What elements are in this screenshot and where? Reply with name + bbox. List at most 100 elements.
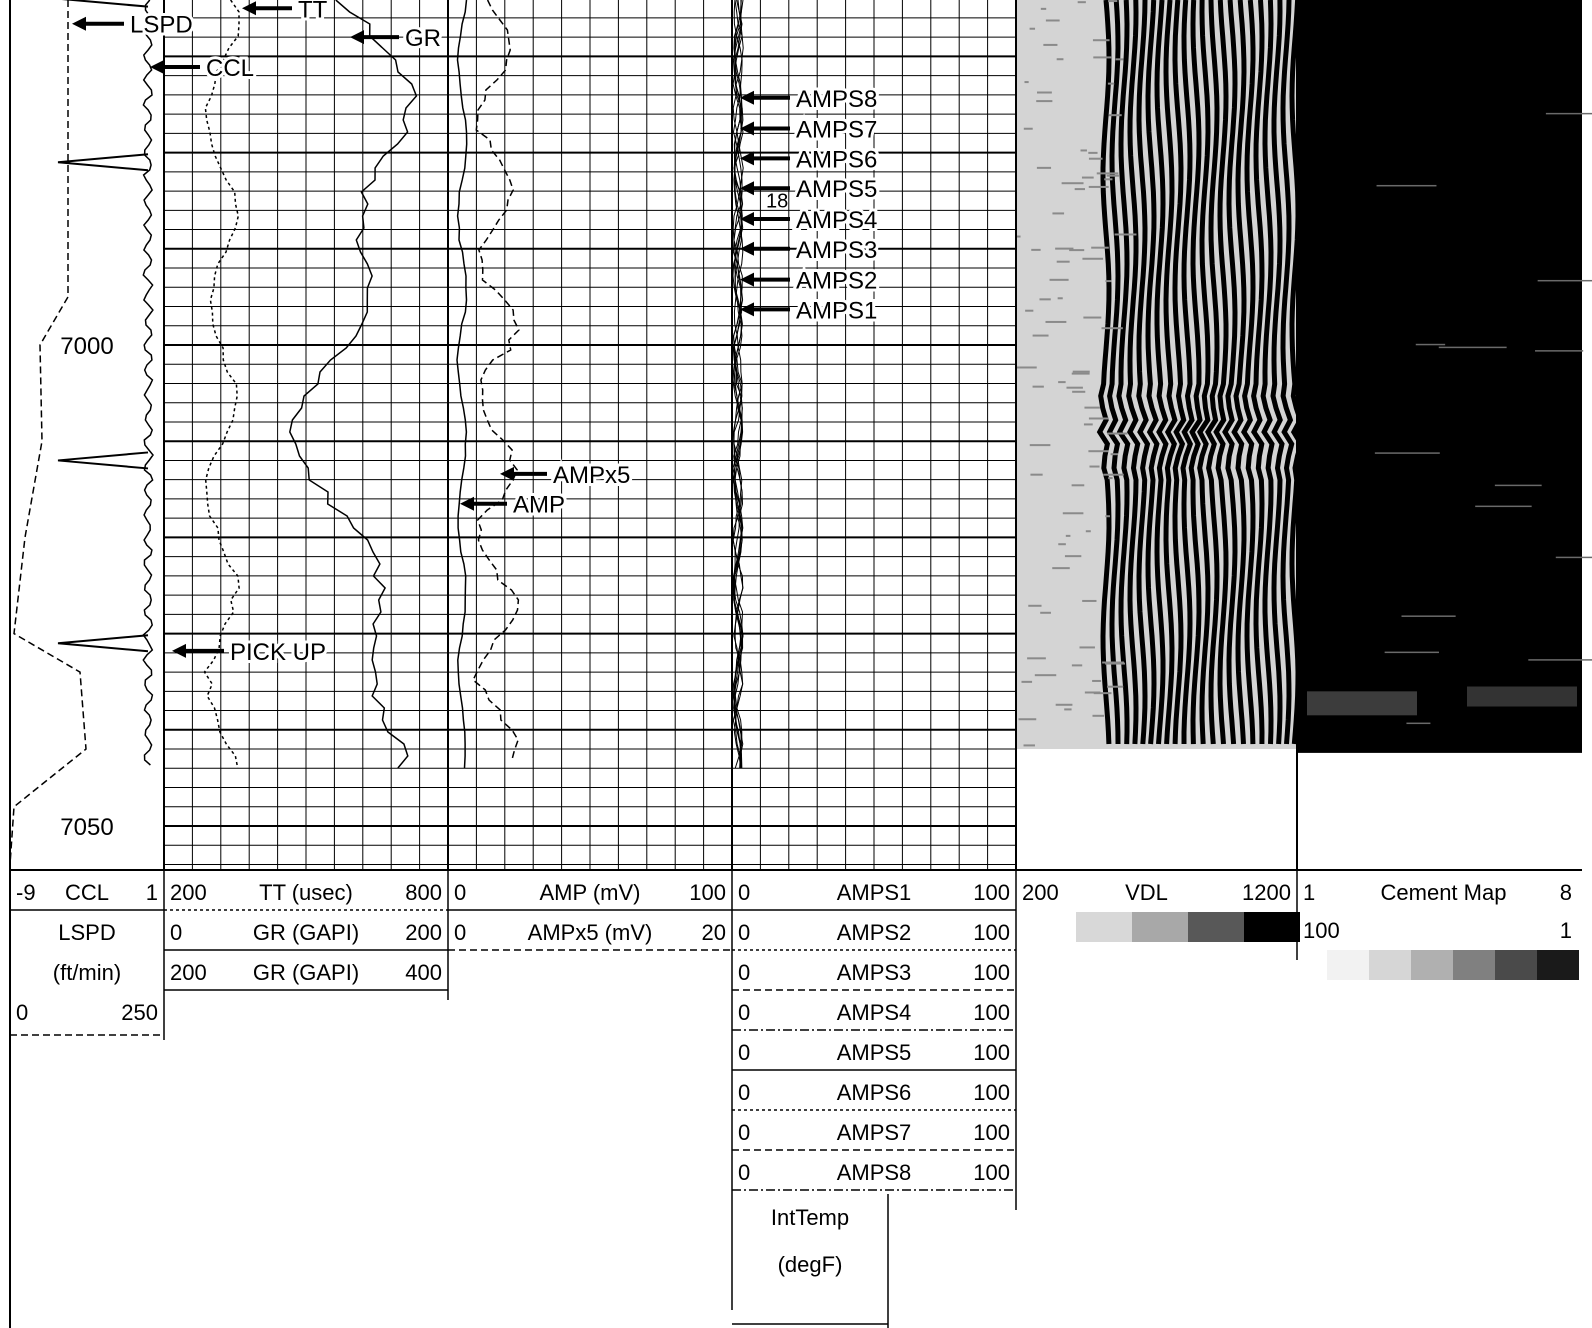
vdl-speckle bbox=[1081, 176, 1094, 179]
vdl-speckle bbox=[1056, 260, 1070, 263]
vdl-speckle bbox=[1023, 744, 1035, 747]
log-grid bbox=[164, 0, 1016, 870]
vdl-stripe bbox=[1222, 0, 1238, 745]
vdl-speckle bbox=[1093, 692, 1112, 695]
cement-scale-swatch bbox=[1327, 950, 1369, 980]
vdl-speckle bbox=[1040, 611, 1051, 614]
cement-scale-min: 100 bbox=[1303, 918, 1340, 943]
cement-map-speckle bbox=[1494, 484, 1542, 487]
cement-map-image bbox=[1297, 0, 1592, 753]
vdl-speckle bbox=[1105, 515, 1110, 518]
header-min-track1-2: 200 bbox=[170, 960, 207, 985]
cement-map-fill bbox=[1297, 0, 1582, 753]
vdl-speckle bbox=[1016, 235, 1021, 238]
vdl-stripe bbox=[1096, 0, 1112, 745]
vdl-speckle bbox=[1085, 530, 1091, 533]
header-max-track1-0: 800 bbox=[405, 880, 442, 905]
tag-arrow-head bbox=[72, 16, 86, 31]
cement-map-speckle bbox=[1475, 505, 1532, 508]
vdl-stripe bbox=[1116, 0, 1131, 745]
vdl-speckle bbox=[1082, 257, 1104, 260]
cement-map-speckle bbox=[1528, 659, 1592, 661]
tag-arrow-head bbox=[740, 90, 754, 105]
curve-tag-label: AMPS6 bbox=[796, 146, 877, 173]
vdl-speckle bbox=[1071, 372, 1090, 375]
cement-map-speckle bbox=[1535, 350, 1584, 352]
header-unit-lspd: (ft/min) bbox=[53, 960, 121, 985]
vdl-speckle bbox=[1025, 309, 1034, 312]
header-min-track3-6: 0 bbox=[738, 1120, 750, 1145]
vdl-speckle bbox=[1088, 185, 1109, 188]
gr-curve bbox=[289, 0, 418, 769]
depth-label: 7050 bbox=[60, 814, 113, 841]
curve-tag-label: AMPx5 bbox=[553, 462, 630, 489]
curve-tag-label: AMP bbox=[513, 492, 565, 519]
vdl-stripe bbox=[1136, 0, 1151, 745]
header-max-track1-1: 200 bbox=[405, 920, 442, 945]
cement-map-speckle bbox=[1537, 279, 1592, 282]
vdl-speckle bbox=[1108, 0, 1118, 3]
cement-map-speckle bbox=[1415, 343, 1446, 346]
vdl-speckle bbox=[1088, 151, 1098, 154]
vdl-speckle bbox=[1083, 423, 1093, 426]
header-max-cement: 8 bbox=[1560, 880, 1572, 905]
vdl-speckle bbox=[1082, 599, 1097, 602]
cement-map-speckle bbox=[1406, 722, 1431, 725]
vdl-speckle bbox=[1080, 149, 1087, 152]
header-min-track3-4: 0 bbox=[738, 1040, 750, 1065]
header-label-track3-1: AMPS2 bbox=[837, 920, 912, 945]
vdl-speckle bbox=[1036, 166, 1052, 169]
header-max-track3-7: 100 bbox=[973, 1160, 1010, 1185]
vdl-speckle bbox=[1043, 43, 1058, 46]
vdl-speckle bbox=[1108, 477, 1113, 480]
vdl-speckle bbox=[1092, 39, 1110, 42]
vdl-speckle bbox=[1077, 1, 1086, 4]
curve-tag-label: AMPS7 bbox=[796, 117, 877, 144]
vdl-speckle bbox=[1064, 555, 1082, 558]
header-max-track3-0: 100 bbox=[973, 880, 1010, 905]
track-borders bbox=[9, 0, 1582, 1328]
vdl-speckle bbox=[1057, 297, 1063, 300]
tag-arrow-head bbox=[350, 30, 364, 45]
vdl-speckle bbox=[1079, 646, 1095, 649]
cement-scale-swatch bbox=[1537, 950, 1579, 980]
header-max-vdl: 1200 bbox=[1242, 880, 1291, 905]
header-label-track1-1: GR (GAPI) bbox=[253, 920, 359, 945]
curve-tag-label: TT bbox=[298, 0, 328, 23]
vdl-speckle bbox=[1018, 718, 1037, 721]
vdl-stripe bbox=[1197, 0, 1211, 745]
vdl-speckle bbox=[1021, 680, 1033, 683]
header-min-track3-7: 0 bbox=[738, 1160, 750, 1185]
cement-scale-swatch bbox=[1495, 950, 1537, 980]
ccl-spike bbox=[57, 634, 149, 653]
vdl-speckle bbox=[1058, 381, 1066, 384]
header-label-track3-7: AMPS8 bbox=[837, 1160, 912, 1185]
tag-arrow-head bbox=[740, 302, 754, 317]
vdl-speckle bbox=[1107, 432, 1128, 435]
vdl-scale-swatch bbox=[1244, 912, 1300, 942]
vdl-speckle bbox=[1101, 327, 1123, 330]
cement-map-speckle bbox=[1376, 184, 1437, 187]
header-min-track3-1: 0 bbox=[738, 920, 750, 945]
header-max-ccl: 1 bbox=[146, 880, 158, 905]
header-unit-inttemp: (degF) bbox=[778, 1252, 843, 1277]
curve-tag-label: AMPS5 bbox=[796, 176, 877, 203]
vdl-stripe bbox=[1251, 0, 1265, 745]
vdl-speckle bbox=[1083, 316, 1102, 319]
vdl-speckle bbox=[1108, 114, 1122, 117]
header-min-track3-3: 0 bbox=[738, 1000, 750, 1025]
vdl-speckle bbox=[1032, 385, 1044, 388]
vdl-speckle bbox=[1096, 172, 1119, 175]
ampx5-curve bbox=[472, 0, 520, 761]
tag-arrow-head bbox=[740, 181, 754, 196]
header-max-track3-4: 100 bbox=[973, 1040, 1010, 1065]
vdl-speckle bbox=[1089, 465, 1100, 468]
vdl-stripe bbox=[1163, 0, 1178, 745]
vdl-speckle bbox=[1023, 127, 1033, 130]
tag-arrow-head bbox=[242, 1, 256, 16]
curve-tag-label: GR bbox=[405, 25, 441, 52]
header-max-track3-2: 100 bbox=[973, 960, 1010, 985]
vdl-speckle bbox=[1069, 249, 1085, 252]
ccl-curve bbox=[142, 0, 154, 766]
